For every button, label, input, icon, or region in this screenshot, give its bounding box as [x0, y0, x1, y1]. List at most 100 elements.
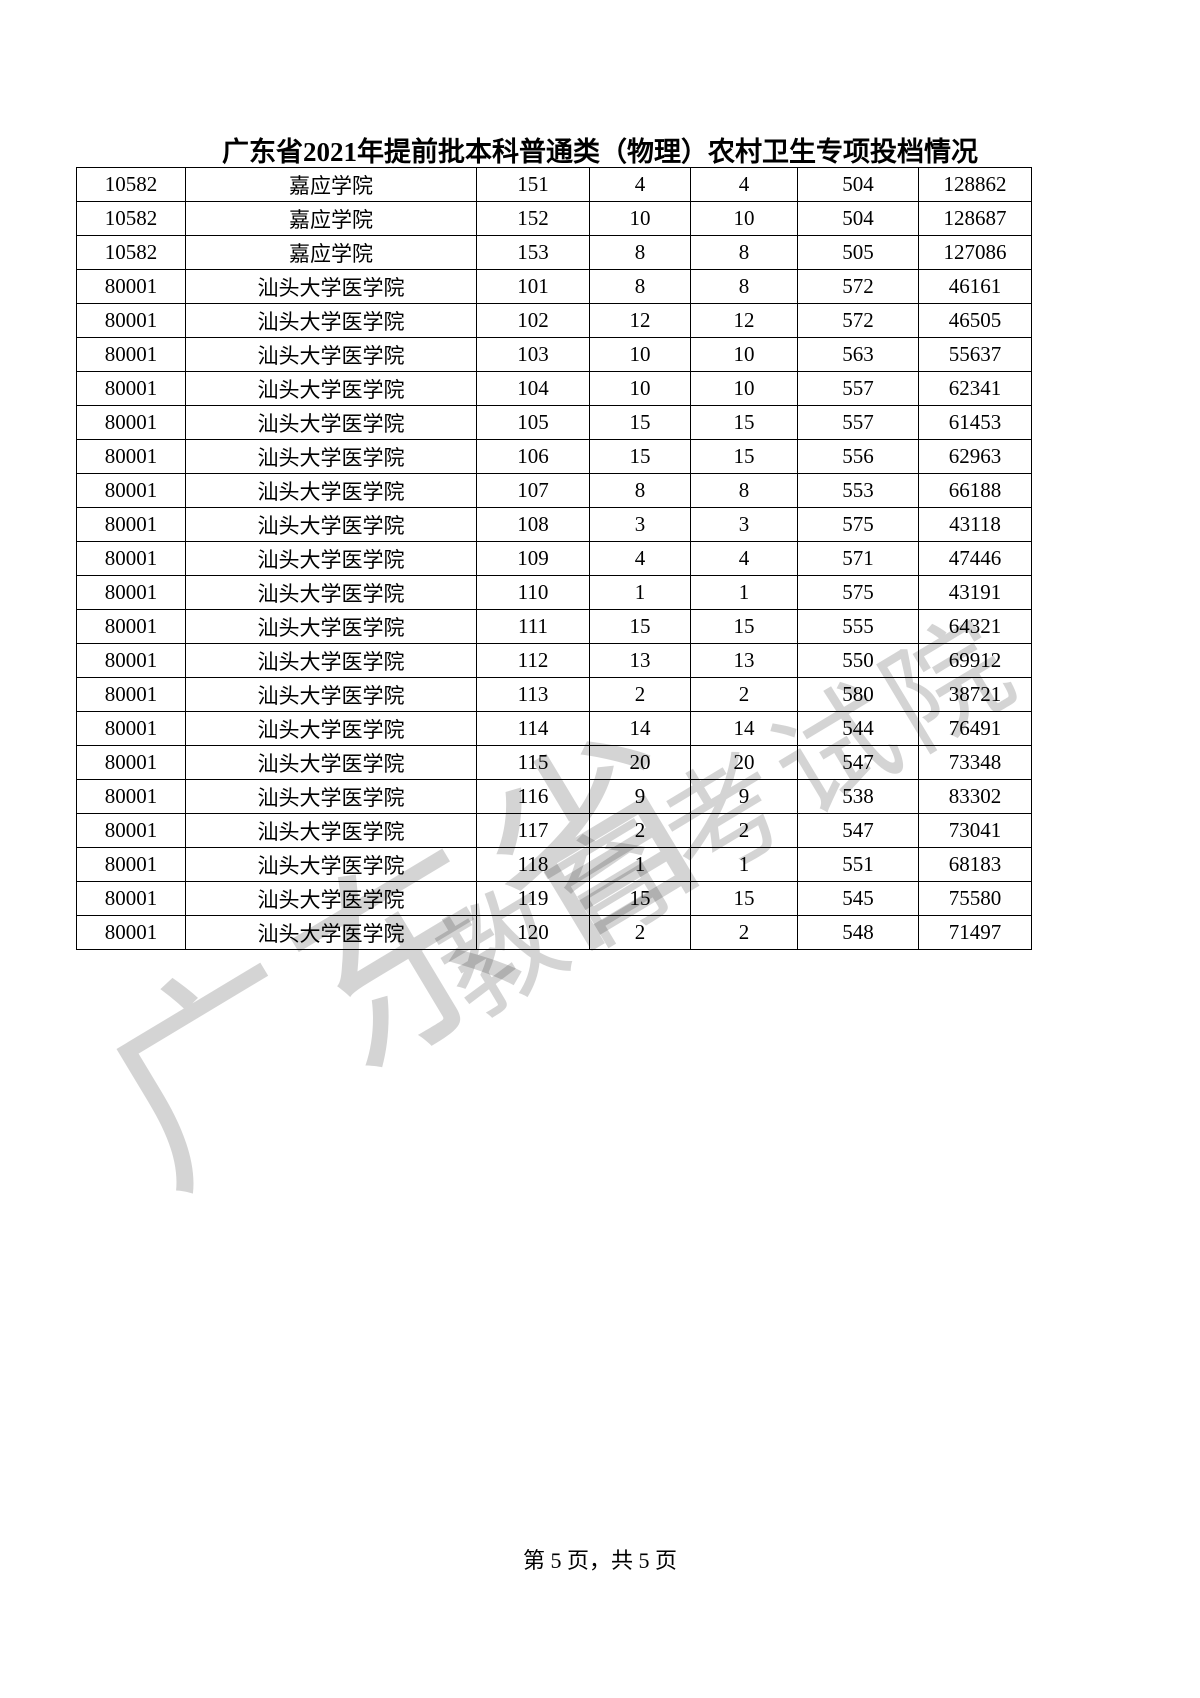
table-row: 80001 汕头大学医学院 116 9 9 538 83302 — [76, 779, 1032, 814]
cell-plan-count: 2 — [589, 915, 691, 950]
table-row: 80001 汕头大学医学院 101 8 8 572 46161 — [76, 269, 1032, 304]
cell-code: 80001 — [76, 643, 186, 678]
cell-code: 80001 — [76, 303, 186, 338]
cell-score-line: 555 — [797, 609, 919, 644]
table-row: 80001 汕头大学医学院 102 12 12 572 46505 — [76, 303, 1032, 338]
cell-plan-count: 10 — [589, 201, 691, 236]
table-row: 80001 汕头大学医学院 113 2 2 580 38721 — [76, 677, 1032, 712]
cell-plan-count: 1 — [589, 847, 691, 882]
cell-min-rank: 71497 — [918, 915, 1032, 950]
table-row: 80001 汕头大学医学院 120 2 2 548 71497 — [76, 915, 1032, 950]
cell-score-line: 547 — [797, 745, 919, 780]
cell-major-group: 106 — [476, 439, 590, 474]
admission-table-container: 10582 嘉应学院 151 4 4 504 128862 10582 嘉应学院 152 10 10 5… — [76, 167, 1032, 950]
cell-actual-count: 10 — [690, 371, 798, 406]
cell-plan-count: 8 — [589, 269, 691, 304]
table-row: 80001 汕头大学医学院 108 3 3 575 43118 — [76, 507, 1032, 542]
cell-code: 10582 — [76, 167, 186, 202]
cell-plan-count: 15 — [589, 439, 691, 474]
cell-min-rank: 62963 — [918, 439, 1032, 474]
table-row: 80001 汕头大学医学院 107 8 8 553 66188 — [76, 473, 1032, 508]
cell-major-group: 112 — [476, 643, 590, 678]
cell-major-group: 152 — [476, 201, 590, 236]
cell-min-rank: 128687 — [918, 201, 1032, 236]
cell-score-line: 575 — [797, 575, 919, 610]
cell-actual-count: 20 — [690, 745, 798, 780]
cell-school: 汕头大学医学院 — [185, 881, 477, 916]
cell-plan-count: 2 — [589, 813, 691, 848]
cell-actual-count: 8 — [690, 473, 798, 508]
cell-min-rank: 68183 — [918, 847, 1032, 882]
cell-major-group: 104 — [476, 371, 590, 406]
cell-code: 80001 — [76, 813, 186, 848]
cell-school: 汕头大学医学院 — [185, 677, 477, 712]
cell-actual-count: 15 — [690, 609, 798, 644]
table-row: 80001 汕头大学医学院 117 2 2 547 73041 — [76, 813, 1032, 848]
cell-score-line: 563 — [797, 337, 919, 372]
cell-min-rank: 127086 — [918, 235, 1032, 270]
cell-min-rank: 128862 — [918, 167, 1032, 202]
cell-school: 汕头大学医学院 — [185, 473, 477, 508]
cell-min-rank: 76491 — [918, 711, 1032, 746]
cell-code: 80001 — [76, 439, 186, 474]
cell-score-line: 572 — [797, 269, 919, 304]
cell-plan-count: 2 — [589, 677, 691, 712]
cell-score-line: 553 — [797, 473, 919, 508]
cell-actual-count: 15 — [690, 439, 798, 474]
cell-major-group: 102 — [476, 303, 590, 338]
cell-actual-count: 1 — [690, 575, 798, 610]
cell-major-group: 108 — [476, 507, 590, 542]
cell-code: 80001 — [76, 847, 186, 882]
cell-plan-count: 15 — [589, 609, 691, 644]
cell-min-rank: 64321 — [918, 609, 1032, 644]
cell-score-line: 548 — [797, 915, 919, 950]
cell-code: 80001 — [76, 337, 186, 372]
cell-code: 80001 — [76, 881, 186, 916]
cell-school: 汕头大学医学院 — [185, 711, 477, 746]
cell-code: 80001 — [76, 473, 186, 508]
cell-major-group: 109 — [476, 541, 590, 576]
cell-actual-count: 14 — [690, 711, 798, 746]
cell-code: 10582 — [76, 201, 186, 236]
cell-actual-count: 13 — [690, 643, 798, 678]
cell-min-rank: 47446 — [918, 541, 1032, 576]
cell-major-group: 110 — [476, 575, 590, 610]
cell-major-group: 113 — [476, 677, 590, 712]
cell-actual-count: 2 — [690, 677, 798, 712]
cell-actual-count: 12 — [690, 303, 798, 338]
table-row: 80001 汕头大学医学院 112 13 13 550 69912 — [76, 643, 1032, 678]
cell-score-line: 572 — [797, 303, 919, 338]
cell-plan-count: 14 — [589, 711, 691, 746]
cell-plan-count: 4 — [589, 167, 691, 202]
cell-min-rank: 75580 — [918, 881, 1032, 916]
cell-plan-count: 8 — [589, 473, 691, 508]
cell-score-line: 545 — [797, 881, 919, 916]
cell-min-rank: 69912 — [918, 643, 1032, 678]
cell-code: 80001 — [76, 371, 186, 406]
cell-school: 汕头大学医学院 — [185, 643, 477, 678]
cell-major-group: 119 — [476, 881, 590, 916]
cell-actual-count: 4 — [690, 541, 798, 576]
cell-actual-count: 3 — [690, 507, 798, 542]
cell-plan-count: 3 — [589, 507, 691, 542]
cell-code: 80001 — [76, 405, 186, 440]
cell-actual-count: 10 — [690, 337, 798, 372]
cell-actual-count: 2 — [690, 813, 798, 848]
cell-school: 嘉应学院 — [185, 201, 477, 236]
cell-plan-count: 1 — [589, 575, 691, 610]
cell-code: 80001 — [76, 745, 186, 780]
cell-min-rank: 43191 — [918, 575, 1032, 610]
cell-plan-count: 4 — [589, 541, 691, 576]
cell-score-line: 550 — [797, 643, 919, 678]
cell-school: 汕头大学医学院 — [185, 779, 477, 814]
cell-code: 80001 — [76, 575, 186, 610]
cell-score-line: 544 — [797, 711, 919, 746]
cell-school: 嘉应学院 — [185, 167, 477, 202]
cell-major-group: 116 — [476, 779, 590, 814]
cell-min-rank: 46161 — [918, 269, 1032, 304]
cell-score-line: 580 — [797, 677, 919, 712]
cell-actual-count: 9 — [690, 779, 798, 814]
cell-actual-count: 2 — [690, 915, 798, 950]
cell-score-line: 557 — [797, 371, 919, 406]
